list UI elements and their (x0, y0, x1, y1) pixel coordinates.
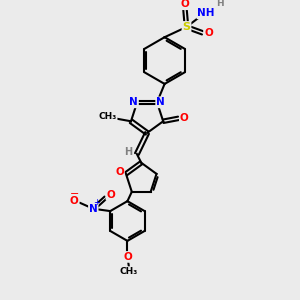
Text: H: H (216, 0, 224, 8)
Text: −: − (70, 189, 80, 199)
Text: CH₃: CH₃ (98, 112, 117, 122)
Text: O: O (70, 196, 79, 206)
Text: +: + (94, 198, 100, 207)
Text: NH: NH (197, 8, 215, 18)
Text: O: O (181, 0, 189, 9)
Text: CH₃: CH₃ (120, 267, 138, 276)
Text: O: O (204, 28, 213, 38)
Text: O: O (106, 190, 115, 200)
Text: H: H (124, 147, 133, 157)
Text: N: N (156, 97, 165, 107)
Text: O: O (180, 113, 189, 123)
Text: N: N (89, 204, 98, 214)
Text: S: S (182, 22, 190, 32)
Text: O: O (123, 252, 132, 262)
Text: O: O (115, 167, 124, 177)
Text: N: N (129, 97, 138, 107)
